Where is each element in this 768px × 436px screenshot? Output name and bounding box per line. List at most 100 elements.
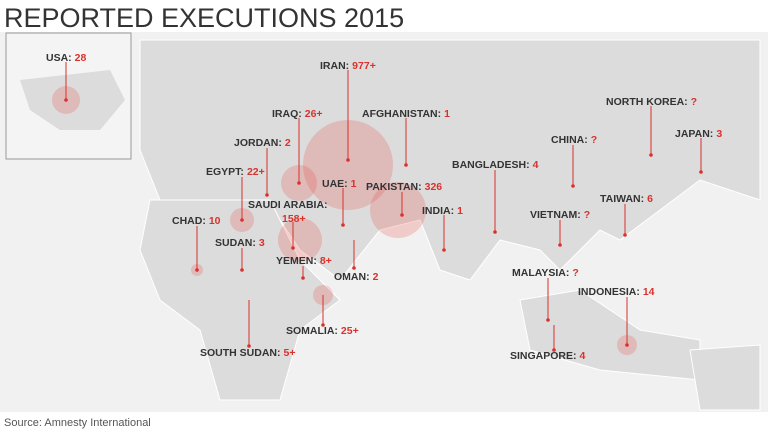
country-name: TAIWAN: <box>600 193 644 205</box>
country-label: USA: 28 <box>46 52 87 64</box>
bubble <box>370 182 426 238</box>
leader-dot <box>571 184 575 188</box>
leader-dot <box>321 323 325 327</box>
country-label: CHAD: 10 <box>172 215 221 227</box>
leader-dot <box>442 248 446 252</box>
country-label: VIETNAM:? <box>530 209 590 221</box>
leader-dot <box>240 268 244 272</box>
country-value: 158+ <box>282 213 306 225</box>
country-label: NORTH KOREA:? <box>606 96 697 108</box>
country-label: JORDAN: 2 <box>234 137 291 149</box>
leader-dot <box>699 170 703 174</box>
country-label: JAPAN: 3 <box>675 128 722 140</box>
country-value: 2 <box>373 271 379 283</box>
country-name: PAKISTAN: <box>366 181 422 193</box>
country-label: AFGHANISTAN: 1 <box>362 108 450 120</box>
country-label: MALAYSIA:? <box>512 267 579 279</box>
country-name: SOUTH SUDAN: <box>200 347 281 359</box>
country-value: 22+ <box>247 166 265 178</box>
title: REPORTED EXECUTIONS 2015 <box>4 3 404 33</box>
leader-dot <box>404 163 408 167</box>
leader-dot <box>623 233 627 237</box>
country-value: 1 <box>457 205 463 217</box>
country-name: YEMEN: <box>276 255 317 267</box>
country-name: NORTH KOREA: <box>606 96 688 108</box>
leader-dot <box>346 158 350 162</box>
leader-dot <box>247 344 251 348</box>
country-value: ? <box>584 209 590 221</box>
source: Source: Amnesty International <box>4 417 151 429</box>
country-name: IRAQ: <box>272 108 302 120</box>
country-label: UAE: 1 <box>322 178 357 190</box>
leader-dot <box>64 98 68 102</box>
country-value: 1 <box>351 178 357 190</box>
country-name: OMAN: <box>334 271 370 283</box>
country-label: SOMALIA: 25+ <box>286 325 359 337</box>
country-name: VIETNAM: <box>530 209 581 221</box>
usa-land <box>20 70 125 130</box>
country-name: JAPAN: <box>675 128 713 140</box>
country-value: 4 <box>580 350 586 362</box>
country-name: SOMALIA: <box>286 325 338 337</box>
country-name: CHINA: <box>551 134 588 146</box>
country-label: YEMEN: 8+ <box>276 255 332 267</box>
leader-dot <box>195 268 199 272</box>
bubble <box>303 120 393 210</box>
country-label: CHINA:? <box>551 134 597 146</box>
country-name: INDONESIA: <box>578 286 640 298</box>
country-name: SAUDI ARABIA: <box>248 199 328 211</box>
country-value: 5+ <box>284 347 296 359</box>
country-name: UAE: <box>322 178 348 190</box>
country-label: INDIA: 1 <box>422 205 463 217</box>
country-label: INDONESIA: 14 <box>578 286 655 298</box>
bubble <box>278 218 322 262</box>
leader-dot <box>352 266 356 270</box>
country-value: 3 <box>259 237 265 249</box>
leader-dot <box>265 193 269 197</box>
country-name: MALAYSIA: <box>512 267 569 279</box>
country-value: 14 <box>643 286 655 298</box>
country-value: 8+ <box>320 255 332 267</box>
leader-dot <box>493 230 497 234</box>
country-name: INDIA: <box>422 205 454 217</box>
country-value: ? <box>691 96 697 108</box>
country-name: CHAD: <box>172 215 206 227</box>
country-value: 2 <box>285 137 291 149</box>
country-value: 977+ <box>352 60 376 72</box>
leader-dot <box>552 348 556 352</box>
country-name: EGYPT: <box>206 166 244 178</box>
country-value: 28 <box>75 52 87 64</box>
land <box>139 39 761 411</box>
country-label: IRAQ: 26+ <box>272 108 323 120</box>
country-name: AFGHANISTAN: <box>362 108 441 120</box>
country-value: 326 <box>425 181 443 193</box>
country-value: ? <box>591 134 597 146</box>
country-label: SOUTH SUDAN: 5+ <box>200 347 295 359</box>
country-label: PAKISTAN: 326 <box>366 181 442 193</box>
country-label: BANGLADESH: 4 <box>452 159 539 171</box>
country-name: USA: <box>46 52 72 64</box>
country-label: SINGAPORE: 4 <box>510 350 586 362</box>
country-label: TAIWAN: 6 <box>600 193 653 205</box>
country-label: SAUDI ARABIA: <box>248 199 328 211</box>
country-label: IRAN: 977+ <box>320 60 376 72</box>
leader-dot <box>291 246 295 250</box>
country-label: EGYPT: 22+ <box>206 166 265 178</box>
country-value: 25+ <box>341 325 359 337</box>
country-name: SUDAN: <box>215 237 256 249</box>
country-value: 4 <box>533 159 539 171</box>
country-label: OMAN: 2 <box>334 271 379 283</box>
country-name: SINGAPORE: <box>510 350 577 362</box>
country-name: BANGLADESH: <box>452 159 530 171</box>
bubbles <box>52 86 637 355</box>
country-value: 6 <box>647 193 653 205</box>
leader-dot <box>341 223 345 227</box>
leader-dot <box>301 276 305 280</box>
country-name: IRAN: <box>320 60 349 72</box>
country-value: 10 <box>209 215 221 227</box>
leader-dot <box>240 218 244 222</box>
country-name: JORDAN: <box>234 137 282 149</box>
leader-dot <box>558 243 562 247</box>
